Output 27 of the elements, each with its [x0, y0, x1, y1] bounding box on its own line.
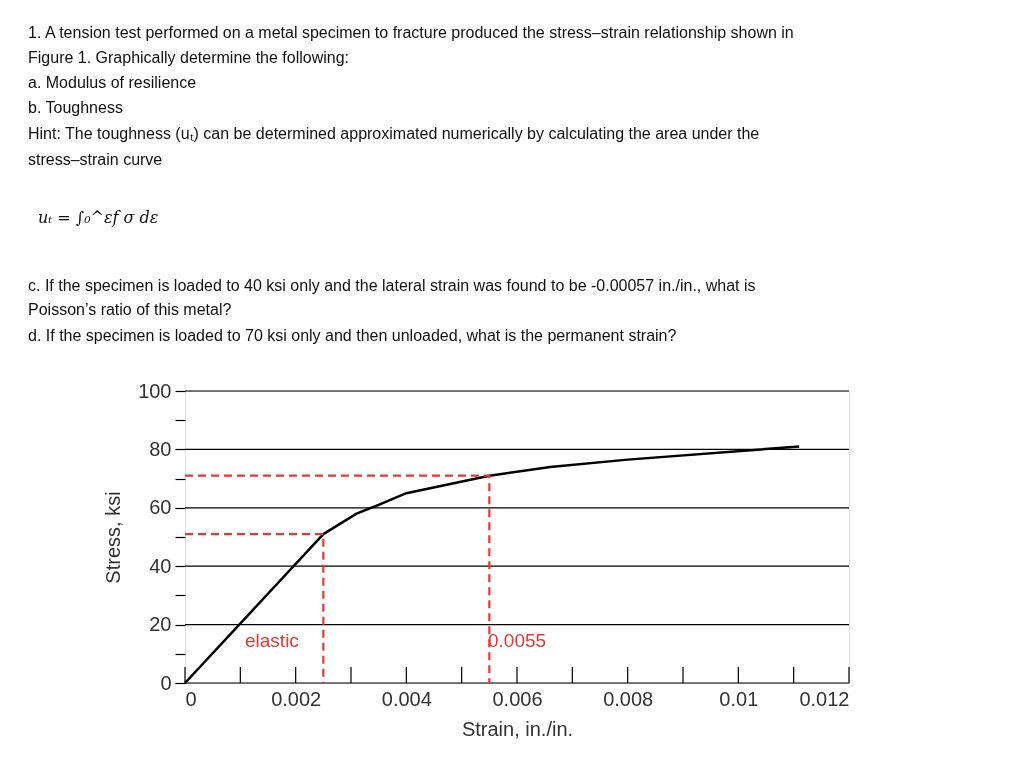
text: c. If the specimen is loaded to 40 ksi only and the lateral strain was found to be -0.00057 in./in., what is — [28, 277, 756, 294]
y-tick-label: 0 — [160, 671, 172, 694]
text: Poisson’s ratio of this metal? — [28, 301, 232, 318]
caption: Figure 1. Graphically determine the following: — [28, 49, 350, 66]
text: uₜ = ∫₀^εf σ dε — [38, 208, 159, 227]
x-tick-label: 0.006 — [492, 687, 543, 710]
annotation: 0.0055 — [488, 630, 547, 651]
text: stress–strain curve — [28, 151, 163, 168]
x-tick-label: 0.004 — [381, 687, 432, 710]
x-tick-label: 0.002 — [271, 687, 322, 710]
y-tick-label: 20 — [149, 613, 172, 636]
y-axis-title: Stress, ksi — [102, 491, 125, 584]
y-tick-label: 100 — [138, 379, 172, 402]
text: b. Toughness — [28, 99, 123, 116]
y-tick-label: 60 — [149, 496, 172, 519]
text: a. Modulus of resilience — [28, 74, 197, 91]
text: 1. A tension test performed on a metal specimen to fracture produced the stress–strain relationship shown in — [28, 24, 794, 41]
x-tick-label: 0 — [185, 687, 197, 710]
x-axis-title: Strain, in./in. — [461, 717, 574, 740]
text: d. If the specimen is loaded to 70 ksi only and then unloaded, what is the permanent strain? — [28, 327, 677, 344]
y-tick-label: 80 — [149, 437, 172, 460]
text: Hint: The toughness (uₜ) can be determined approximated numerically by calculating the area under the — [28, 125, 760, 142]
x-tick-label: 0.012 — [799, 687, 850, 710]
annotation: elastic — [245, 630, 299, 651]
x-tick-label: 0.01 — [719, 687, 759, 710]
y-tick-label: 40 — [149, 554, 172, 577]
x-tick-label: 0.008 — [603, 687, 654, 710]
